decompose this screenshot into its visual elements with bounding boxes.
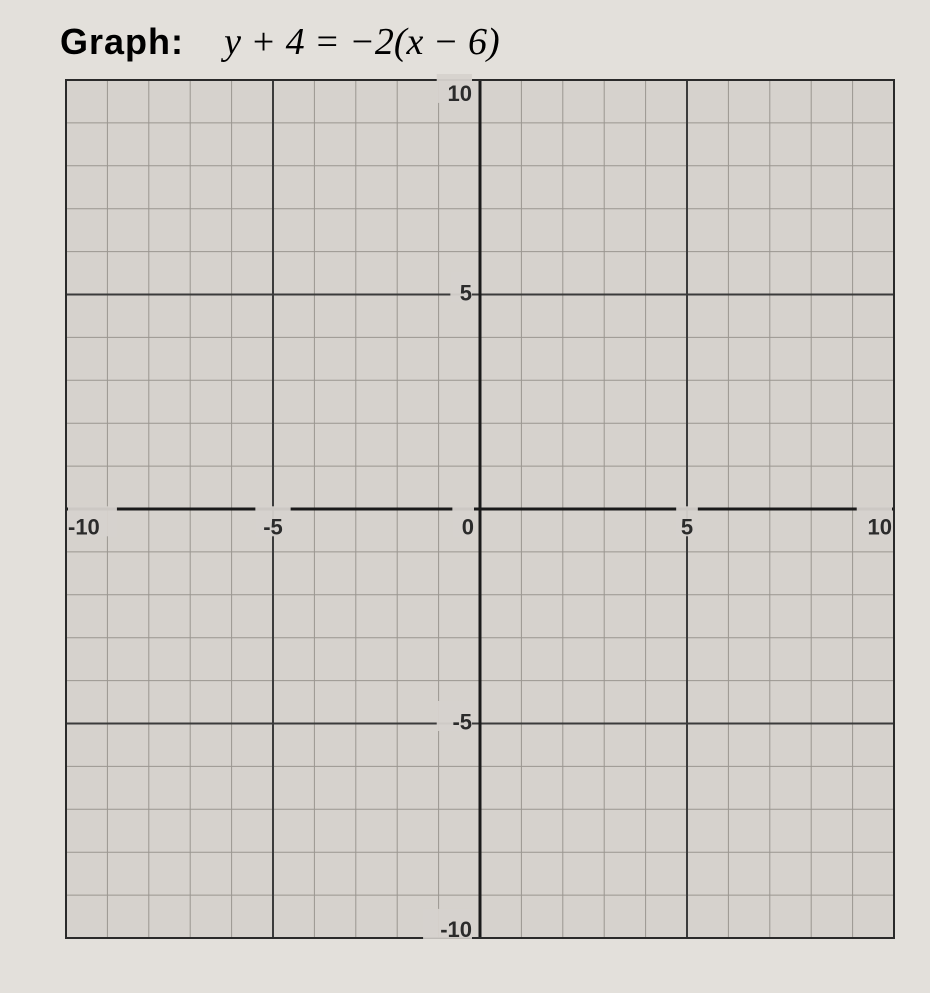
grid-svg: -10 -5 0 5 10 10 5 -5 -10 bbox=[60, 74, 900, 944]
tick-label: -5 bbox=[452, 709, 472, 734]
tick-label: -5 bbox=[263, 515, 283, 540]
tick-label: 10 bbox=[868, 515, 892, 540]
title-equation: y + 4 = −2(x − 6) bbox=[224, 21, 500, 63]
problem-title: Graph: y + 4 = −2(x − 6) bbox=[60, 20, 900, 64]
tick-label: 0 bbox=[462, 515, 474, 540]
tick-label: 5 bbox=[460, 280, 472, 305]
tick-label: 10 bbox=[448, 81, 472, 106]
tick-label: 5 bbox=[681, 515, 693, 540]
tick-label: -10 bbox=[68, 515, 100, 540]
worksheet-page: Graph: y + 4 = −2(x − 6) -10-50510105-5-… bbox=[0, 0, 930, 993]
coordinate-grid: -10 -5 0 5 10 10 5 -5 -10 bbox=[60, 74, 900, 944]
title-label: Graph: bbox=[60, 21, 184, 62]
tick-label: -10 bbox=[440, 917, 472, 942]
